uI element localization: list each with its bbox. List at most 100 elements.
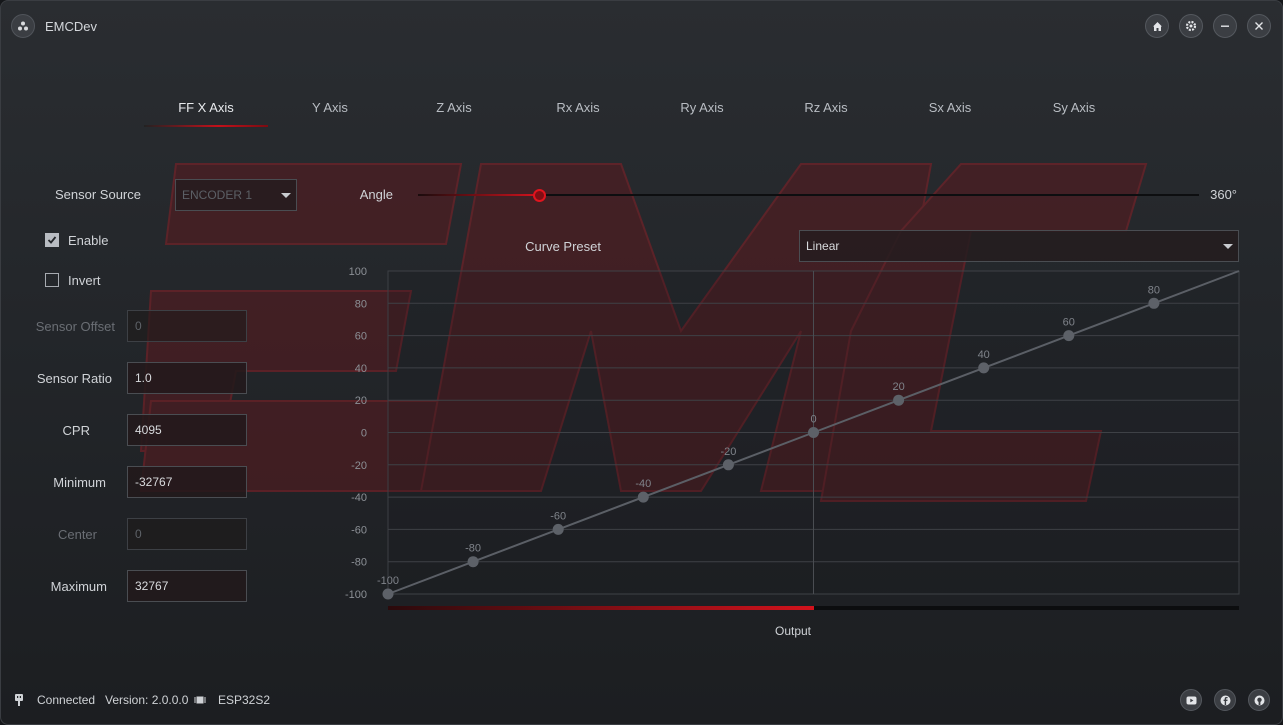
y-tick-label: 40 [355,363,367,375]
point-label: 60 [1063,317,1075,329]
invert-label: Invert [68,273,101,288]
cpr-label: CPR [62,423,90,438]
sensor-offset-label: Sensor Offset [35,319,115,334]
home-button[interactable] [1145,14,1169,38]
point-label: -60 [550,510,566,522]
tab-rz-axis[interactable]: Rz Axis [764,97,888,127]
settings-button[interactable] [1179,14,1203,38]
tab-sx-axis[interactable]: Sx Axis [888,97,1012,127]
y-tick-label: 20 [355,395,367,407]
y-tick-label: -100 [345,589,367,601]
y-tick-label: 80 [355,298,367,310]
app-logo-icon[interactable] [11,14,35,38]
gear-icon [1185,20,1197,32]
angle-max-label: 360° [1210,187,1237,202]
output-bar-fill [388,606,814,610]
curve-preset-value: Linear [806,239,840,253]
curve-point[interactable] [382,588,394,600]
sensor-source-label: Sensor Source [55,187,141,202]
y-tick-label: 100 [349,266,367,278]
tab-label: Rz Axis [804,100,848,115]
chevron-down-icon [281,193,291,198]
check-icon [47,236,57,244]
enable-checkbox[interactable] [45,233,59,247]
facebook-icon [1220,695,1230,705]
angle-slider-fill [418,194,540,196]
point-label: 40 [978,349,990,361]
usb-plug-icon [15,694,23,706]
minimize-icon [1221,25,1229,27]
angle-slider-handle[interactable] [532,189,546,202]
center-input[interactable]: 0 [127,518,247,550]
tab-y-axis[interactable]: Y Axis [268,97,392,127]
point-label: -80 [465,543,481,555]
cpr-input[interactable]: 4095 [127,414,247,446]
point-label: 0 [810,414,816,426]
minimum-input[interactable]: -32767 [127,466,247,498]
invert-checkbox[interactable] [45,273,59,287]
curve-chart[interactable]: 100 80 60 40 20 0 -20 -40 -60 -80 -100 -100 -80 -60 -4… [331,266,1251,606]
point-label: 80 [1148,284,1160,296]
github-button[interactable] [1248,689,1270,711]
tab-z-axis[interactable]: Z Axis [392,97,516,127]
sensor-source-select[interactable]: ENCODER 1 [175,179,297,211]
y-tick-label: 60 [355,331,367,343]
curve-point[interactable] [978,362,990,374]
curve-point[interactable] [637,491,649,503]
active-tab-indicator [144,125,268,127]
youtube-icon [1186,696,1196,704]
center-label: Center [57,527,97,542]
curve-point[interactable] [467,556,479,568]
point-label: -20 [720,446,736,458]
y-tick-label: -60 [351,524,367,536]
curve-point[interactable] [1148,297,1160,309]
maximum-input[interactable]: 32767 [127,570,247,602]
chevron-down-icon [1223,244,1233,249]
sensor-ratio-input[interactable]: 1.0 [127,362,247,394]
status-bar: Connected Version: 2.0.0.0 ESP32S2 [1,685,1282,717]
facebook-button[interactable] [1214,689,1236,711]
point-label: 20 [892,381,904,393]
tab-label: Z Axis [436,100,472,115]
curve-point[interactable] [552,523,564,535]
title-bar: EMCDev [1,1,1282,51]
enable-label: Enable [68,233,109,248]
curve-point[interactable] [808,427,819,438]
chip-icon [194,696,206,704]
close-icon [1255,22,1263,30]
github-icon [1254,695,1264,705]
y-tick-label: -80 [351,557,367,569]
version-text: Version: 2.0.0.0 [105,693,189,707]
tab-label: Y Axis [312,100,348,115]
youtube-button[interactable] [1180,689,1202,711]
sensor-offset-input[interactable]: 0 [127,310,247,342]
curve-preset-label: Curve Preset [525,239,601,254]
curve-point[interactable] [893,394,905,406]
curve-preset-select[interactable]: Linear [799,230,1239,262]
output-label: Output [774,624,812,638]
curve-point[interactable] [722,459,734,471]
minimize-button[interactable] [1213,14,1237,38]
connection-status: Connected [37,693,96,707]
tab-label: Rx Axis [556,100,600,115]
close-button[interactable] [1247,14,1271,38]
point-label: -100 [377,575,399,587]
y-tick-label: 0 [361,428,367,440]
y-tick-label: -40 [351,492,367,504]
point-label: -40 [635,478,651,490]
tab-ff-x-axis[interactable]: FF X Axis [144,97,268,127]
tab-sy-axis[interactable]: Sy Axis [1012,97,1136,127]
tab-rx-axis[interactable]: Rx Axis [516,97,640,127]
home-icon [1152,21,1162,31]
chip-name: ESP32S2 [218,693,271,707]
maximum-label: Maximum [50,579,107,594]
tab-ry-axis[interactable]: Ry Axis [640,97,764,127]
app-title: EMCDev [45,19,98,34]
sensor-ratio-label: Sensor Ratio [36,371,112,386]
angle-label: Angle [359,187,393,202]
angle-slider-track[interactable] [418,194,1199,196]
tab-label: Sy Axis [1052,100,1096,115]
curve-point[interactable] [1063,330,1075,342]
output-bar-track [388,606,1239,610]
